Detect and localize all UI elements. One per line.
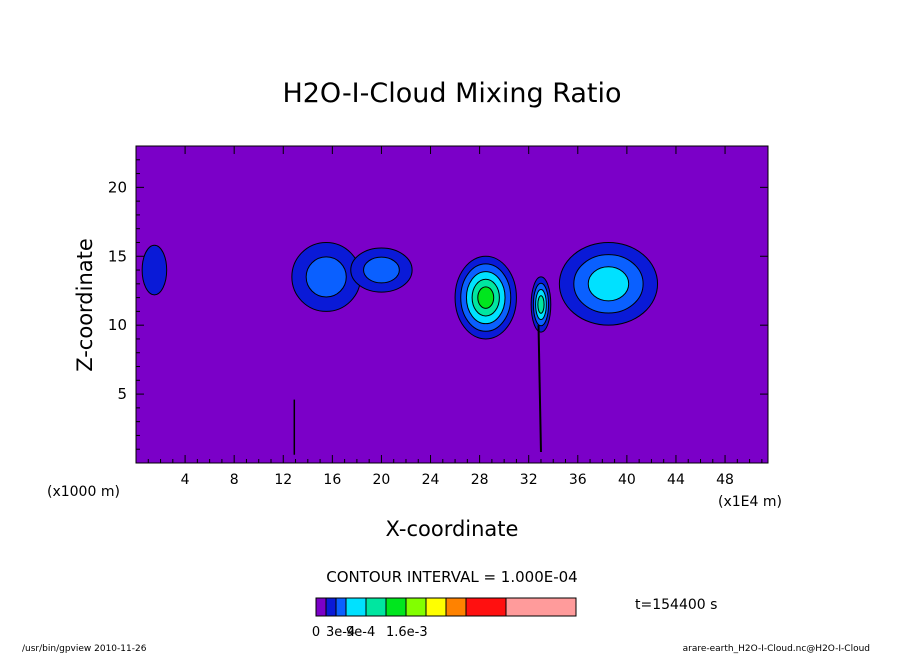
chart-title: H2O-I-Cloud Mixing Ratio (282, 78, 621, 109)
y-tick-label-15: 15 (108, 247, 127, 265)
colorbar-label-3: 1.6e-3 (386, 625, 428, 640)
colorbar-swatch-3 (345, 597, 367, 617)
x-tick-label-12: 12 (274, 472, 292, 488)
x-tick-label-20: 20 (373, 472, 391, 488)
x-tick-label-16: 16 (323, 472, 341, 488)
contour-1-level-2 (305, 256, 347, 298)
colorbar-swatch-7 (425, 597, 447, 617)
colorbar-label-0: 0 (312, 625, 320, 640)
x-tick-label-48: 48 (716, 472, 734, 488)
x-tick-label-8: 8 (230, 472, 239, 488)
x-tick-label-28: 28 (471, 472, 489, 488)
plot-area (135, 145, 769, 464)
y-axis-label: Z-coordinate (73, 238, 97, 372)
footer-left: /usr/bin/gpview 2010-11-26 (22, 644, 147, 654)
contour-2-level-2 (363, 256, 400, 284)
contour-0-level-1 (141, 244, 168, 296)
footer-right: arare-earth_H2O-I-Cloud.nc@H2O-I-Cloud (683, 644, 870, 654)
x-tick-label-36: 36 (569, 472, 587, 488)
colorbar-swatch-2 (335, 597, 347, 617)
plot-background (136, 146, 768, 463)
x-tick-label-4: 4 (181, 472, 190, 488)
colorbar-swatch-1 (325, 597, 337, 617)
x-tick-labels: 4 8 12 16 20 24 28 32 36 40 44 48 (147, 146, 763, 488)
plot-frame (135, 145, 769, 464)
contour-5-level-3 (587, 266, 630, 302)
contour-4-level-4 (537, 295, 545, 314)
colorbar-label-1: 3e-4 (326, 625, 355, 640)
contour-interval-text: CONTOUR INTERVAL = 1.000E-04 (326, 568, 577, 586)
colorbar-swatch-9 (465, 597, 507, 617)
x-tick-label-44: 44 (667, 472, 685, 488)
time-label: t=154400 s (635, 597, 717, 613)
x-unit-left: (x1000 m) (47, 484, 120, 500)
colorbar-swatch-5 (385, 597, 407, 617)
colorbar-label-2: 9e-4 (346, 625, 375, 640)
x-tick-label-24: 24 (422, 472, 440, 488)
contour-3-level-5 (477, 286, 495, 309)
contour-streak-main (537, 325, 542, 452)
x-tick-label-40: 40 (618, 472, 636, 488)
x-tick-label-32: 32 (520, 472, 538, 488)
colorbar-swatch-8 (445, 597, 467, 617)
x-unit-right: (x1E4 m) (718, 494, 782, 510)
y-tick-label-5: 5 (117, 385, 127, 403)
colorbar-swatch-4 (365, 597, 387, 617)
y-tick-label-10: 10 (108, 316, 127, 334)
colorbar: 0 3e-49e-4 1.6e-3 (312, 597, 577, 640)
colorbar-swatch-10 (505, 597, 577, 617)
colorbar-swatch-6 (405, 597, 427, 617)
colorbar-swatch-0 (315, 597, 327, 617)
x-axis-label: X-coordinate (386, 517, 519, 541)
y-tick-label-20: 20 (108, 178, 127, 196)
y-tick-labels: 5 10 15 20 (108, 159, 768, 450)
